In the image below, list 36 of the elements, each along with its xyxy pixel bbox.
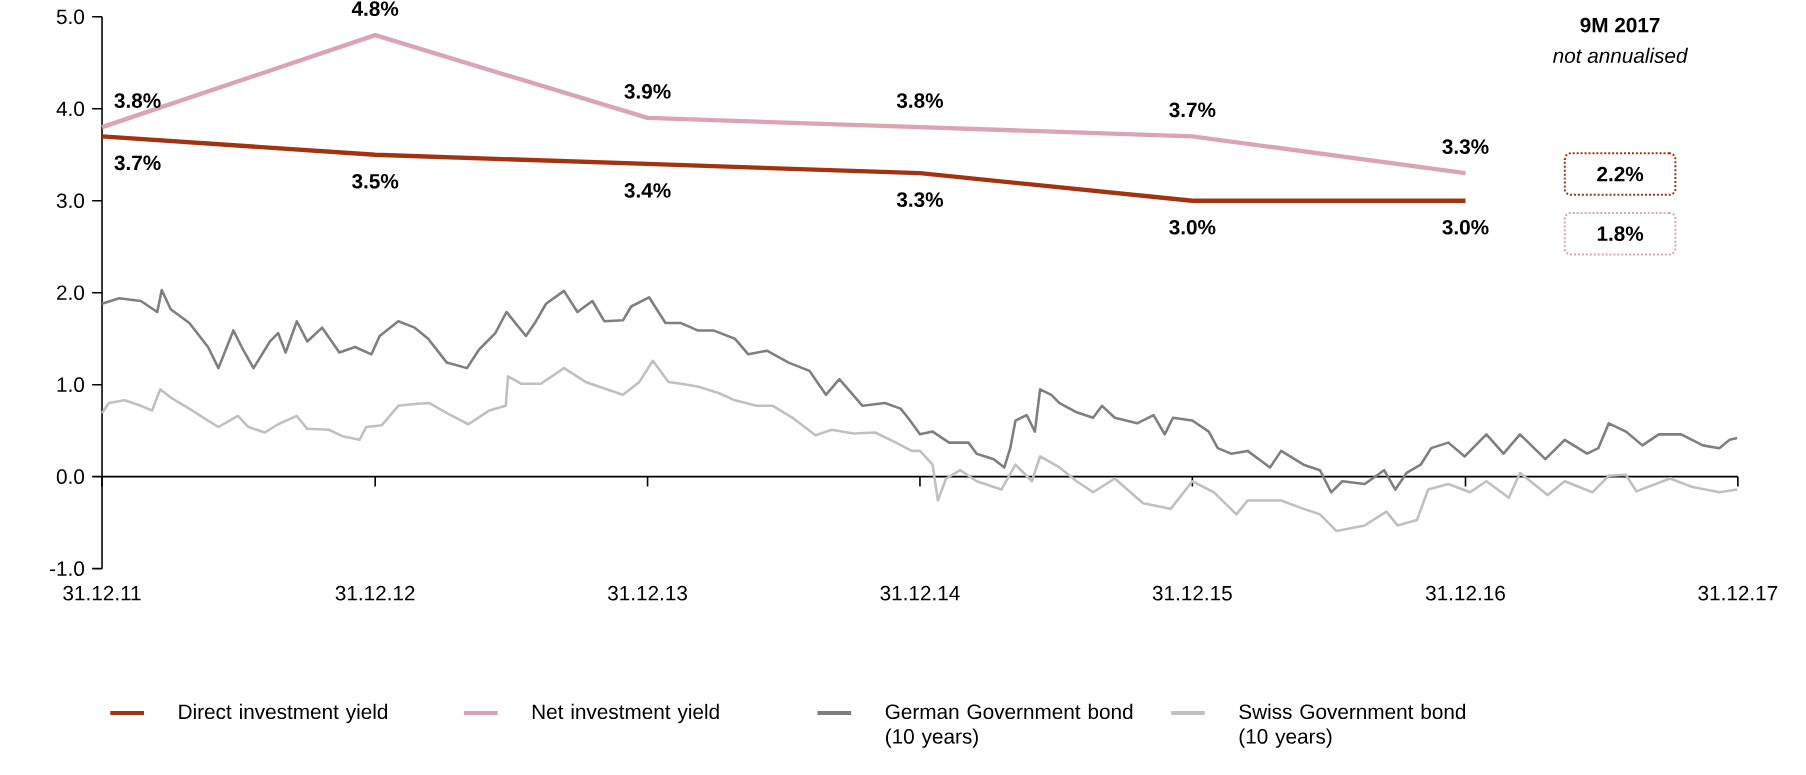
legend-label: Net investment yield — [532, 703, 719, 724]
data-label: 3.7% — [1169, 102, 1216, 118]
annotation: 1.8% — [1597, 226, 1644, 242]
x-tick-label: 31.12.15 — [1152, 585, 1232, 601]
annotation: 9M 2017 — [1580, 17, 1660, 33]
data-label: 3.3% — [896, 192, 944, 208]
x-tick-label: 31.12.11 — [63, 585, 141, 601]
annotation: 2.2% — [1597, 166, 1644, 182]
data-label: 3.3% — [1442, 139, 1489, 155]
data-label: 3.0% — [1169, 219, 1216, 235]
data-label: 3.8% — [114, 93, 161, 109]
data-label: 3.5% — [352, 173, 399, 189]
y-tick-label: 5.0 — [56, 9, 85, 25]
annotation: not annualised — [1553, 47, 1689, 64]
x-tick-label: 31.12.13 — [607, 585, 687, 601]
x-tick-label: 31.12.12 — [335, 585, 415, 601]
y-tick-label: 0.0 — [56, 469, 85, 485]
y-tick-label: 2.0 — [57, 285, 85, 301]
x-tick-label: 31.12.16 — [1425, 585, 1505, 601]
legend-label: Direct investment yield — [179, 703, 388, 724]
data-label: 3.8% — [896, 93, 944, 109]
data-label: 4.8% — [351, 1, 399, 17]
line-series — [100, 359, 1739, 533]
legend-label: Swiss Government bond (10 years) — [1239, 703, 1466, 748]
x-tick-label: 31.12.14 — [880, 585, 960, 601]
data-label: 3.4% — [624, 183, 671, 198]
line-series — [100, 288, 1739, 494]
y-tick-label: -1.0 — [50, 561, 85, 576]
data-label: 3.9% — [624, 84, 671, 99]
data-label: 3.0% — [1442, 219, 1489, 235]
data-label: 3.7% — [114, 155, 161, 171]
y-tick-label: 3.0 — [56, 193, 85, 209]
legend-label: German Government bond (10 years) — [885, 703, 1133, 748]
x-tick-label: 31.12.17 — [1698, 585, 1778, 601]
y-tick-label: 4.0 — [56, 101, 85, 117]
y-tick-label: 1.0 — [57, 377, 85, 393]
